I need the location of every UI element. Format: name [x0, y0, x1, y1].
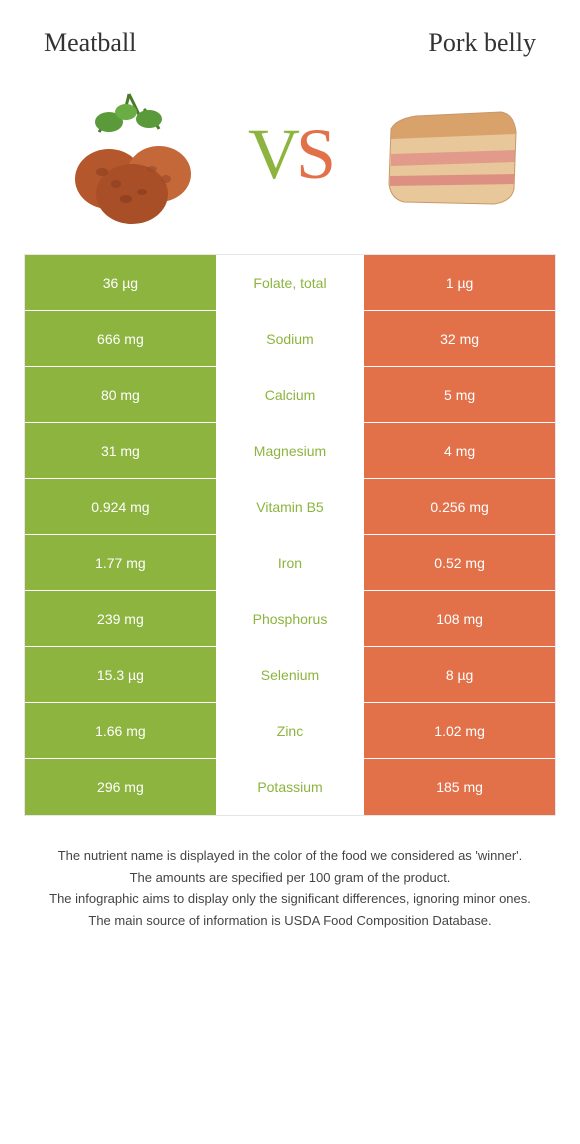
- left-value: 296 mg: [25, 759, 216, 815]
- left-value: 0.924 mg: [25, 479, 216, 534]
- nutrient-name: Magnesium: [216, 423, 364, 478]
- right-value: 1 µg: [364, 255, 555, 310]
- nutrient-row: 239 mgPhosphorus108 mg: [25, 591, 555, 647]
- left-value: 1.77 mg: [25, 535, 216, 590]
- footnote-line: The infographic aims to display only the…: [34, 889, 546, 909]
- vs-v: V: [248, 114, 296, 194]
- nutrient-name: Potassium: [216, 759, 364, 815]
- right-value: 5 mg: [364, 367, 555, 422]
- nutrient-row: 666 mgSodium32 mg: [25, 311, 555, 367]
- nutrient-row: 296 mgPotassium185 mg: [25, 759, 555, 815]
- right-value: 32 mg: [364, 311, 555, 366]
- nutrient-table: 36 µgFolate, total1 µg666 mgSodium32 mg8…: [24, 254, 556, 816]
- left-value: 36 µg: [25, 255, 216, 310]
- footnote-line: The main source of information is USDA F…: [34, 911, 546, 931]
- right-food-title: Pork belly: [428, 28, 536, 58]
- left-value: 15.3 µg: [25, 647, 216, 702]
- right-value: 0.52 mg: [364, 535, 555, 590]
- nutrient-row: 80 mgCalcium5 mg: [25, 367, 555, 423]
- right-value: 185 mg: [364, 759, 555, 815]
- right-value: 1.02 mg: [364, 703, 555, 758]
- left-value: 80 mg: [25, 367, 216, 422]
- nutrient-name: Phosphorus: [216, 591, 364, 646]
- left-value: 31 mg: [25, 423, 216, 478]
- right-value: 8 µg: [364, 647, 555, 702]
- vs-s: S: [296, 114, 332, 194]
- left-value: 666 mg: [25, 311, 216, 366]
- pork-belly-image: [366, 84, 526, 224]
- right-value: 0.256 mg: [364, 479, 555, 534]
- footnote-line: The amounts are specified per 100 gram o…: [34, 868, 546, 888]
- footnote-line: The nutrient name is displayed in the co…: [34, 846, 546, 866]
- vs-label: VS: [248, 113, 332, 196]
- nutrient-name: Sodium: [216, 311, 364, 366]
- title-row: Meatball Pork belly: [24, 20, 556, 74]
- nutrient-row: 0.924 mgVitamin B50.256 mg: [25, 479, 555, 535]
- right-value: 108 mg: [364, 591, 555, 646]
- nutrient-name: Calcium: [216, 367, 364, 422]
- meatball-image: [54, 84, 214, 224]
- nutrient-row: 15.3 µgSelenium8 µg: [25, 647, 555, 703]
- left-value: 239 mg: [25, 591, 216, 646]
- footnotes: The nutrient name is displayed in the co…: [24, 846, 556, 930]
- nutrient-name: Iron: [216, 535, 364, 590]
- hero-row: VS: [24, 74, 556, 254]
- left-food-title: Meatball: [44, 28, 136, 58]
- nutrient-name: Zinc: [216, 703, 364, 758]
- nutrient-row: 31 mgMagnesium4 mg: [25, 423, 555, 479]
- left-value: 1.66 mg: [25, 703, 216, 758]
- right-value: 4 mg: [364, 423, 555, 478]
- nutrient-row: 1.66 mgZinc1.02 mg: [25, 703, 555, 759]
- nutrient-name: Selenium: [216, 647, 364, 702]
- nutrient-row: 1.77 mgIron0.52 mg: [25, 535, 555, 591]
- nutrient-name: Vitamin B5: [216, 479, 364, 534]
- nutrient-name: Folate, total: [216, 255, 364, 310]
- nutrient-row: 36 µgFolate, total1 µg: [25, 255, 555, 311]
